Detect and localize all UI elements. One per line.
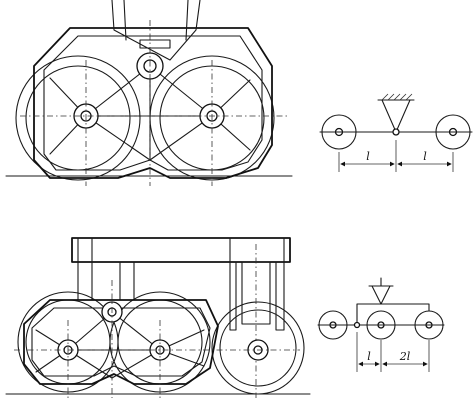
bottom-beam	[356, 303, 430, 326]
bottom-support	[371, 285, 391, 305]
top-support	[381, 99, 411, 133]
top-bogie-drawing	[5, 0, 293, 186]
bottom-frame-outline	[23, 299, 219, 385]
bottom-bogie-drawing	[5, 237, 311, 398]
top-dim-label-1: l	[366, 150, 370, 163]
bottom-column	[229, 237, 285, 331]
top-bolster	[111, 0, 201, 61]
bottom-dim-label-2: 2l	[399, 350, 411, 363]
bottom-upper-frame	[71, 237, 291, 263]
top-frame-outline	[33, 27, 273, 179]
bottom-dim-label-1: l	[367, 350, 371, 363]
top-dim-label-2: l	[423, 150, 427, 163]
top-wheel-left	[15, 55, 141, 181]
bottom-schematic: l 2l	[317, 277, 445, 372]
top-schematic: l l	[319, 93, 473, 172]
